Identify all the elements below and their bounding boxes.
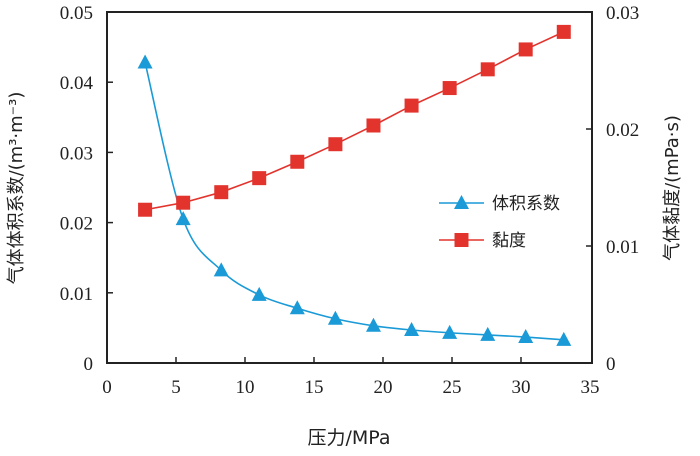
- volume-factor-point: [175, 211, 191, 226]
- x-axis-label: 压力/MPa: [307, 427, 390, 449]
- y-right-tick-label: 0.01: [606, 237, 639, 258]
- legend-label-volume-factor: 体积系数: [492, 194, 560, 214]
- y-right-tick-label: 0: [606, 354, 616, 375]
- y-left-tick-label: 0.02: [60, 214, 93, 235]
- y-left-axis-label: 气体体积系数/(m³·m⁻³): [6, 92, 27, 285]
- volume-factor-point: [518, 329, 534, 344]
- viscosity-point: [366, 118, 381, 133]
- viscosity-point: [480, 62, 495, 77]
- viscosity-point: [214, 185, 229, 200]
- x-tick-label: 0: [102, 377, 112, 398]
- volume-factor-point: [556, 331, 572, 346]
- y-left-tick-label: 0.04: [60, 73, 94, 94]
- x-tick-label: 35: [581, 377, 600, 398]
- legend-marker-square: [454, 233, 469, 247]
- viscosity-point: [404, 98, 419, 113]
- y-right-tick-label: 0.02: [606, 120, 639, 141]
- y-right-axis-label: 气体黏度/(mPa·s): [662, 115, 683, 261]
- x-tick-label: 15: [305, 377, 324, 398]
- volume-factor-point: [442, 324, 458, 339]
- y-left-tick-label: 0: [84, 354, 94, 375]
- viscosity-point: [290, 154, 305, 169]
- legend-marker-triangle: [454, 195, 469, 209]
- volume-factor-point: [137, 54, 153, 69]
- viscosity-point: [138, 202, 153, 217]
- viscosity-line: [144, 31, 565, 211]
- y-right-tick-label: 0.03: [606, 3, 639, 24]
- viscosity-point: [518, 42, 533, 57]
- viscosity-point: [556, 24, 571, 39]
- plot-frame: [106, 11, 593, 364]
- viscosity-point: [252, 171, 267, 186]
- volume-factor-point: [289, 300, 305, 315]
- volume-factor-point: [480, 326, 496, 341]
- volume-factor-point: [404, 322, 420, 337]
- x-tick-label: 25: [443, 377, 462, 398]
- y-left-tick-label: 0.03: [60, 143, 93, 164]
- x-tick-label: 20: [374, 377, 393, 398]
- y-left-tick-label: 0.05: [60, 3, 93, 24]
- x-tick-label: 30: [512, 377, 531, 398]
- volume-factor-point: [365, 317, 381, 332]
- viscosity-point: [176, 195, 191, 210]
- legend-label-viscosity: 黏度: [492, 231, 526, 251]
- x-tick-label: 10: [236, 377, 255, 398]
- viscosity-point: [442, 81, 457, 96]
- y-left-tick-label: 0.01: [60, 284, 93, 305]
- volume-factor-point: [327, 310, 343, 325]
- volume-factor-point: [251, 286, 267, 301]
- legend: 体积系数 黏度: [439, 194, 560, 251]
- x-tick-label: 5: [171, 377, 181, 398]
- volume-factor-point: [213, 262, 229, 277]
- viscosity-point: [328, 137, 343, 152]
